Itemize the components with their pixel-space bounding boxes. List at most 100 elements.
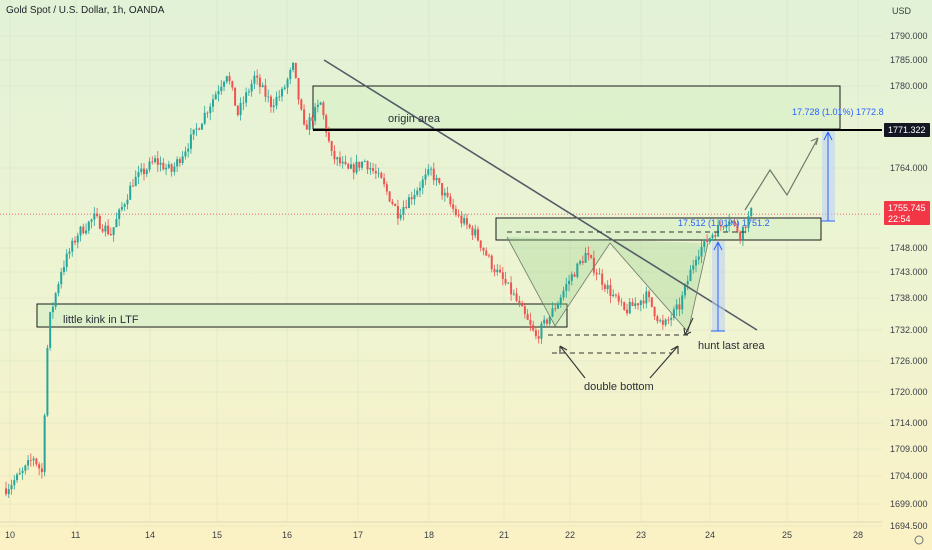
candle-body (231, 81, 234, 88)
candle-body (256, 75, 259, 78)
candle-body (523, 306, 526, 315)
candle-body (568, 280, 571, 285)
candle-body (358, 161, 361, 168)
candle-body (485, 250, 488, 256)
candle-body (504, 278, 507, 284)
candle-body (551, 308, 554, 317)
candle-body (148, 161, 151, 170)
candle-body (441, 183, 444, 196)
kink-zone (36, 303, 568, 328)
candle-body (341, 161, 344, 164)
candle-body (410, 197, 413, 200)
candle-body (672, 309, 675, 318)
candle-body (46, 347, 49, 416)
candle-body (13, 480, 16, 486)
candle-body (419, 187, 421, 191)
candle-body (617, 295, 620, 302)
candle-body (178, 159, 181, 163)
candle-body (90, 219, 93, 222)
candle-body (554, 308, 557, 310)
candle-body (189, 134, 192, 149)
candle-body (5, 488, 7, 495)
candle-body (579, 261, 582, 264)
breakout-zone (495, 217, 822, 241)
candle-body (115, 219, 118, 228)
candle-body (303, 109, 306, 125)
candle-body (338, 157, 341, 164)
x-tick-label: 17 (353, 530, 363, 540)
y-tick-label: 1743.000 (890, 267, 928, 277)
candle-body (264, 85, 267, 97)
candle-body (438, 177, 441, 184)
candle-body (123, 204, 126, 207)
hunt-arrow (683, 317, 694, 336)
candle-body (391, 201, 394, 205)
candle-body (750, 207, 753, 216)
candle-body (703, 239, 706, 247)
candle-body (225, 76, 228, 82)
candle-body (374, 171, 377, 174)
candle-body (689, 269, 692, 282)
candle-body (109, 233, 112, 236)
candle-body (62, 266, 65, 272)
candle-body (228, 76, 231, 82)
candle-body (675, 304, 678, 310)
price-badge-value: 1755.745 (888, 203, 926, 213)
candle-body (565, 284, 568, 291)
candle-body (626, 309, 628, 314)
candle-body (570, 274, 573, 281)
x-tick-label: 14 (145, 530, 155, 540)
candle-body (747, 215, 750, 228)
candle-body (471, 227, 474, 236)
projection-arrowhead (810, 137, 819, 146)
candle-body (601, 273, 604, 285)
candle-body (330, 141, 333, 151)
candle-body (283, 87, 286, 89)
candle-body (739, 231, 742, 240)
candle-body (311, 117, 314, 121)
candle-body (209, 106, 212, 113)
y-tick-label: 1699.000 (890, 499, 928, 509)
candle-body (101, 228, 104, 232)
candle-body (595, 272, 598, 275)
candle-body (683, 284, 686, 296)
candle-body (294, 62, 297, 78)
candle-body (159, 162, 162, 165)
x-tick-label: 16 (282, 530, 292, 540)
candle-body (377, 172, 380, 174)
candle-body (65, 253, 68, 267)
candle-body (457, 214, 460, 216)
chart-title: Gold Spot / U.S. Dollar, 1h, OANDA (6, 5, 165, 16)
candle-body (540, 323, 543, 339)
candle-body (336, 157, 339, 160)
candle-body (126, 199, 129, 205)
x-tick-label: 22 (565, 530, 575, 540)
y-tick-label: 1694.500 (890, 521, 928, 531)
y-tick-label: 1714.000 (890, 418, 928, 428)
candle-body (510, 282, 513, 295)
candle-body (27, 460, 30, 466)
candle-body (76, 235, 79, 243)
candle-body (217, 91, 220, 95)
candle-body (548, 316, 551, 324)
candle-body (314, 107, 317, 121)
candle-body (606, 285, 609, 290)
candle-body (432, 168, 435, 181)
db-arrow-left (559, 345, 586, 379)
candle-body (140, 168, 143, 173)
candle-body (286, 79, 289, 88)
candle-body (107, 225, 110, 234)
y-tick-label: 1709.000 (890, 444, 928, 454)
candle-body (449, 196, 452, 205)
candle-body (476, 229, 479, 241)
candle-body (598, 273, 601, 275)
candle-body (493, 269, 496, 273)
candle-body (650, 297, 653, 307)
label-double-bottom: double bottom (584, 381, 654, 393)
x-tick-label: 18 (424, 530, 434, 540)
candle-body (584, 252, 587, 263)
candle-body (634, 303, 637, 306)
candle-body (692, 265, 695, 270)
